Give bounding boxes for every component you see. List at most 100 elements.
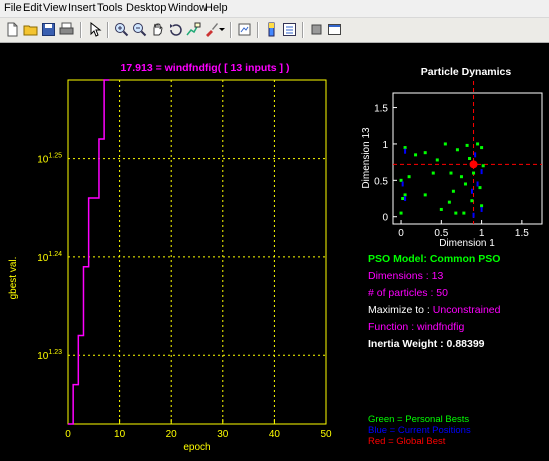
legend-green: Green = Personal Bests xyxy=(368,414,470,425)
particle-x-tick-label: 0 xyxy=(398,228,404,239)
personal-best-point xyxy=(407,175,411,179)
zoom-in-icon[interactable] xyxy=(113,21,130,38)
toolbar xyxy=(0,18,549,43)
legend-red: Red = Global Best xyxy=(368,436,446,447)
personal-best-point xyxy=(443,142,447,146)
gbest-series-line xyxy=(68,79,110,425)
current-position-point xyxy=(404,196,407,202)
legend-icon[interactable] xyxy=(281,21,298,38)
menu-bar: File Edit View Insert Tools Desktop Wind… xyxy=(0,0,549,18)
gbest-x-tick-label: 40 xyxy=(269,429,281,440)
particle-x-tick-label: 0.5 xyxy=(434,228,448,239)
personal-best-point xyxy=(476,142,480,146)
new-file-icon[interactable] xyxy=(4,21,21,38)
personal-best-point xyxy=(455,148,459,152)
inertia-weight-text: Inertia Weight : 0.88399 xyxy=(368,338,485,350)
personal-best-point xyxy=(481,164,485,168)
particle-y-tick-label: 1.5 xyxy=(374,104,388,115)
particle-y-axis-label: Dimension 13 xyxy=(361,127,372,189)
figure-canvas: 0 10 20 30 40 50 101.23 101.24 101.25 17.913 = w… xyxy=(0,43,549,461)
gbest-y-tick-label: 101.25 xyxy=(37,153,62,166)
personal-best-point xyxy=(472,171,476,175)
menu-view[interactable]: View xyxy=(43,2,67,14)
global-best-point xyxy=(469,160,478,169)
personal-best-point xyxy=(414,153,418,157)
personal-best-point xyxy=(470,199,474,203)
data-cursor-icon[interactable] xyxy=(185,21,202,38)
personal-best-point xyxy=(463,182,467,186)
personal-best-point xyxy=(403,193,407,197)
brush-icon[interactable] xyxy=(203,21,220,38)
menu-edit[interactable]: Edit xyxy=(23,2,42,14)
print-icon[interactable] xyxy=(58,21,75,38)
personal-best-point xyxy=(399,211,403,215)
current-position-point xyxy=(476,181,479,187)
personal-best-point xyxy=(423,151,427,155)
save-icon[interactable] xyxy=(40,21,57,38)
gbest-plot: 0 10 20 30 40 50 101.23 101.24 101.25 17.913 = w… xyxy=(8,62,332,453)
current-position-point xyxy=(470,188,473,194)
link-plot-icon[interactable] xyxy=(236,21,253,38)
personal-best-point xyxy=(401,197,405,201)
show-plot-tools-icon[interactable] xyxy=(326,21,343,38)
gbest-plot-title: 17.913 = windfndfig( [ 13 inputs ] ) xyxy=(121,62,290,74)
current-position-point xyxy=(401,181,404,187)
gbest-x-tick-label: 30 xyxy=(217,429,229,440)
personal-best-point xyxy=(468,157,472,160)
gbest-axes-box xyxy=(67,79,327,425)
personal-best-point xyxy=(439,207,443,211)
gbest-x-tick-label: 0 xyxy=(65,429,71,440)
personal-best-point xyxy=(462,211,466,215)
personal-best-point xyxy=(431,171,435,175)
personal-best-point xyxy=(447,200,451,204)
menu-tools[interactable]: Tools xyxy=(97,2,123,14)
menu-help[interactable]: Help xyxy=(205,2,228,14)
gbest-y-tick-label: 101.24 xyxy=(37,251,62,264)
personal-best-point xyxy=(449,171,453,175)
current-position-point xyxy=(404,148,407,154)
current-position-point xyxy=(472,212,475,218)
colorbar-icon[interactable] xyxy=(263,21,280,38)
particle-y-tick-label: 0.5 xyxy=(374,176,388,187)
chevron-down-icon[interactable] xyxy=(218,21,226,38)
dimensions-text: Dimensions : 13 xyxy=(368,270,444,282)
personal-best-point xyxy=(459,175,463,179)
maximize-text: Maximize to : Unconstrained xyxy=(368,304,500,316)
gbest-x-tick-label: 20 xyxy=(166,429,178,440)
particle-x-tick-label: 1.5 xyxy=(515,228,529,239)
pointer-icon[interactable] xyxy=(86,21,103,38)
menu-file[interactable]: File xyxy=(4,2,22,14)
maximize-value: Unconstrained xyxy=(432,304,501,316)
personal-best-point xyxy=(465,143,469,147)
personal-best-point xyxy=(399,178,403,182)
personal-best-point xyxy=(480,204,484,208)
particle-x-tick-label: 1 xyxy=(479,228,485,239)
particle-axes-box xyxy=(392,92,543,225)
rotate-icon[interactable] xyxy=(167,21,184,38)
current-position-point xyxy=(480,206,483,212)
pan-icon[interactable] xyxy=(149,21,166,38)
hide-plot-tools-icon[interactable] xyxy=(308,21,325,38)
personal-best-point xyxy=(403,146,407,150)
gbest-x-tick-label: 10 xyxy=(114,429,126,440)
gbest-y-axis-label: gbest val. xyxy=(8,257,19,300)
menu-desktop[interactable]: Desktop xyxy=(126,2,167,14)
personal-best-point xyxy=(435,158,439,162)
maximize-label: Maximize to : xyxy=(368,304,433,316)
current-position-point xyxy=(480,169,483,175)
menu-insert[interactable]: Insert xyxy=(68,2,96,14)
current-position-point xyxy=(474,152,477,158)
zoom-out-icon[interactable] xyxy=(131,21,148,38)
particles-count-text: # of particles : 50 xyxy=(368,287,448,299)
pso-model-text: PSO Model: Common PSO xyxy=(368,253,501,265)
particle-y-tick-label: 1 xyxy=(382,140,388,151)
particle-y-tick-label: 0 xyxy=(382,213,388,224)
function-text: Function : windfndfig xyxy=(368,321,465,333)
legend-blue: Blue = Current Positions xyxy=(368,425,471,436)
particle-dynamics-plot: 0 0.5 1 1.5 0 0.5 1 1.5 Particle Dynamics Dimen… xyxy=(361,66,543,249)
open-folder-icon[interactable] xyxy=(22,21,39,38)
particle-plot-title: Particle Dynamics xyxy=(421,66,512,78)
menu-window[interactable]: Window xyxy=(168,2,208,14)
personal-best-point xyxy=(454,211,458,215)
